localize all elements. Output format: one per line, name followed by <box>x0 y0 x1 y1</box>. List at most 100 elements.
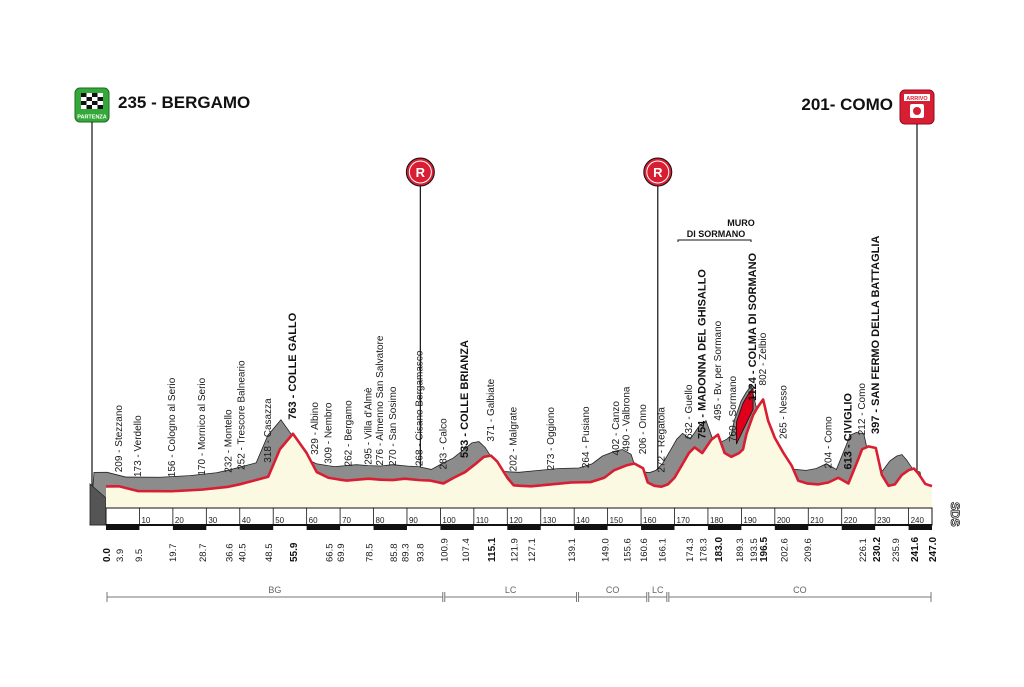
elevation-profile <box>89 384 933 526</box>
axis-scale-block <box>641 525 675 530</box>
km-label: 3.9 <box>115 549 126 562</box>
axis-tick-label: 20 <box>175 516 184 525</box>
place-label: 490 - Valbrona <box>621 386 632 451</box>
place-label: 402 - Canzo <box>611 401 622 456</box>
route-line <box>105 398 933 493</box>
km-axis: 10 20 30 40 50 60 70 80 90 100 110 120 130 140 150 160 1… <box>105 507 933 530</box>
axis-tick-label: 40 <box>242 516 251 525</box>
muro-highlight <box>736 386 754 445</box>
axis-tick-label: 170 <box>677 516 691 525</box>
axis-tick-label: 70 <box>342 516 351 525</box>
axis-scale-block <box>841 525 876 530</box>
sds-logo: SDS <box>948 502 962 527</box>
km-label: 19.7 <box>168 544 179 563</box>
axis-scale-block <box>440 525 474 530</box>
axis-tick-label: 90 <box>409 516 418 525</box>
km-label: 160.6 <box>639 538 650 562</box>
place-label: 763 - COLLE GALLO <box>287 312 299 419</box>
place-label: 295 - Villa d'Almè <box>364 387 375 465</box>
place-label: 170 - Mornico al Serio <box>197 377 208 475</box>
axis-tick-label: 10 <box>141 516 150 525</box>
axis-tick-label: 120 <box>509 516 523 525</box>
km-label: 85.8 <box>389 544 400 563</box>
muro-annotation: MURO DI SORMANO <box>677 218 755 242</box>
axis-scale-block <box>507 525 541 530</box>
km-label: 247.0 <box>928 537 939 562</box>
muro-label-line2: DI SORMANO <box>687 229 746 239</box>
axis-scale-block <box>106 525 140 530</box>
place-label: 272 - Regatola <box>656 407 667 473</box>
place-label: 318 - Casazza <box>263 398 274 463</box>
feed-zone-marker <box>405 157 435 187</box>
axis-scale-block <box>306 525 341 530</box>
axis-tick-label: 80 <box>376 516 385 525</box>
feed-zone-label: R <box>653 165 663 180</box>
axis-tick-label: 150 <box>610 516 624 525</box>
km-labels: 0.0 3.9 9.5 19.7 28.7 36.6 40.5 48.5 55.9 66.5 69.… <box>102 537 939 562</box>
place-label: 276 - Almenno San Salvatore <box>375 335 386 466</box>
axis-scale-block <box>172 525 207 530</box>
axis-tick-label: 180 <box>710 516 724 525</box>
km-label: 193.5 <box>749 538 760 562</box>
profile-fill <box>106 399 932 525</box>
km-label: 196.5 <box>759 537 770 562</box>
place-label: 204 - Como <box>823 416 834 469</box>
axis-scale-block <box>707 525 742 530</box>
place-label: 371 - Galbiate <box>486 378 497 441</box>
km-label: 174.3 <box>685 538 696 562</box>
axis-scale-block <box>373 525 407 530</box>
place-label: 202 - Malgrate <box>509 406 520 471</box>
km-label: 226.1 <box>858 538 869 562</box>
place-label: 265 - Nesso <box>779 385 790 439</box>
km-label: 235.9 <box>891 538 902 562</box>
place-label: 754 - MADONNA DEL GHISALLO <box>696 269 708 439</box>
km-label: 55.9 <box>289 542 300 562</box>
place-label: 173 - Verdello <box>133 415 144 477</box>
place-label: 283 - Calco <box>438 418 449 470</box>
axis-tick-label: 50 <box>275 516 284 525</box>
km-label: 155.6 <box>622 538 633 562</box>
axis-scale-block <box>908 525 932 530</box>
feed-zone-label: R <box>416 165 426 180</box>
axis-tick-label: 100 <box>442 516 456 525</box>
axis-tick-label: 190 <box>743 516 757 525</box>
region-band-label: CO <box>793 585 807 595</box>
km-label: 189.3 <box>735 538 746 562</box>
km-label: 48.5 <box>264 544 275 563</box>
km-label: 121.9 <box>510 538 521 562</box>
km-label: 230.2 <box>872 537 883 562</box>
km-label: 115.1 <box>487 537 498 562</box>
place-label: 156 - Cologno al Serio <box>167 377 178 477</box>
km-label: 40.5 <box>237 544 248 563</box>
axis-tick-label: 30 <box>208 516 217 525</box>
place-label: 206 - Onno <box>638 404 649 454</box>
place-label: 270 - San Sosimo <box>388 386 399 466</box>
km-label: 0.0 <box>102 548 113 562</box>
place-label: 533 - COLLE BRIANZA <box>459 340 471 458</box>
place-label: 1124 - COLMA DI SORMANO <box>747 252 759 401</box>
axis-scale-block <box>574 525 608 530</box>
axis-scale-block <box>774 525 809 530</box>
km-label: 36.6 <box>224 544 235 563</box>
place-label: 268 - Cisano Bergamasco <box>415 350 426 466</box>
km-label: 69.9 <box>336 544 347 563</box>
place-label: 252 - Trescore Balneario <box>236 360 247 470</box>
region-band-label: CO <box>606 585 620 595</box>
km-label: 93.8 <box>416 544 427 563</box>
km-label: 183.0 <box>714 537 725 562</box>
finish-badge-label: ARRIVO <box>906 96 928 102</box>
km-label: 66.5 <box>324 544 335 563</box>
km-label: 202.6 <box>780 538 791 562</box>
place-label: 760 - Sormano <box>728 375 739 442</box>
marker-lines <box>91 122 918 486</box>
place-label: 397 - SAN FERMO DELLA BATTAGLIA <box>870 236 882 434</box>
place-label: 262 - Bergamo <box>343 400 354 467</box>
axis-tick-label: 60 <box>309 516 318 525</box>
km-label: 127.1 <box>527 538 538 562</box>
axis-scale-block <box>239 525 274 530</box>
km-label: 139.1 <box>567 538 578 562</box>
km-label: 89.3 <box>401 544 412 563</box>
place-label: 329 - Albino <box>310 402 321 455</box>
km-label: 9.5 <box>134 549 145 562</box>
